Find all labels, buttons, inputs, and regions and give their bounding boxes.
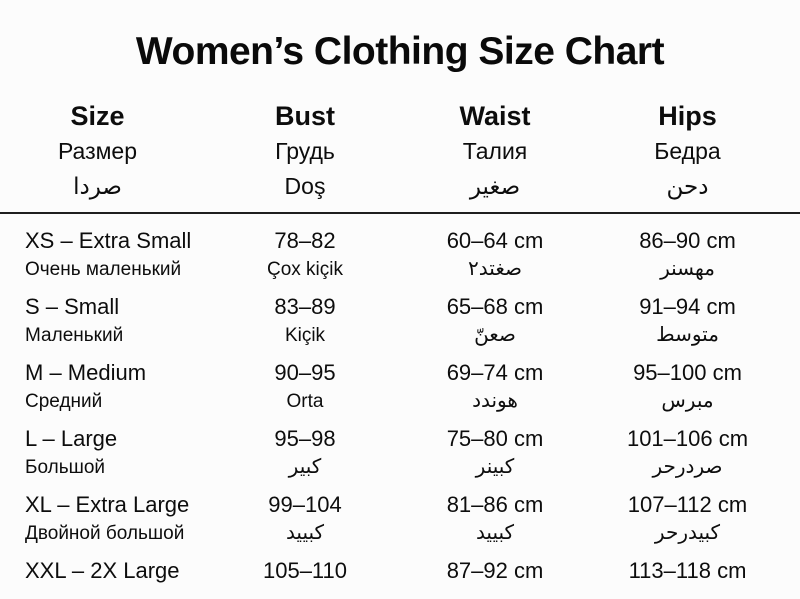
size-label: L – Large: [25, 426, 118, 451]
column-header-hips-en: Hips: [658, 101, 717, 131]
waist-label-localized: هوندد: [472, 390, 518, 412]
hips-cell: 95–100 cm مبرس: [575, 358, 800, 415]
table-row: XS – Extra Small Очень маленький 78–82 Ç…: [0, 226, 800, 283]
hips-value: 86–90 cm: [639, 228, 736, 253]
hips-value: 95–100 cm: [633, 360, 742, 385]
bust-label-localized: Kiçik: [284, 325, 326, 346]
column-header-waist: Waist Талия صغير: [415, 98, 575, 204]
bust-value: 90–95: [274, 360, 336, 385]
waist-cell: 87–92 cm: [415, 556, 575, 586]
table-row: XXL – 2X Large 105–110 87–92 cm 113–118 …: [0, 556, 800, 586]
size-chart-table: XS – Extra Small Очень маленький 78–82 Ç…: [0, 226, 800, 586]
table-header-row: Size Размер صردا Bust Грудь Doş Waist Та…: [0, 98, 800, 204]
waist-label-localized: كبينر: [475, 456, 515, 478]
hips-cell: 91–94 cm متوسط: [575, 292, 800, 349]
waist-value: 75–80 cm: [446, 426, 544, 451]
bust-cell: 78–82 Çox kiçik: [195, 226, 415, 283]
size-label: XL – Extra Large: [25, 492, 190, 517]
waist-label-localized: كبييد: [475, 522, 515, 544]
bust-value: 83–89: [274, 294, 336, 319]
bust-value: 105–110: [262, 558, 347, 583]
column-header-bust-ru: Грудь: [275, 138, 335, 164]
size-label: XS – Extra Small: [25, 228, 192, 253]
hips-label-localized: مبرس: [661, 390, 714, 412]
size-cell: XL – Extra Large Двойной большой: [0, 490, 195, 547]
hips-cell: 86–90 cm مهسنر: [575, 226, 800, 283]
table-row: S – Small Маленький 83–89 Kiçik 65–68 cm…: [0, 292, 800, 349]
table-row: M – Medium Средний 90–95 Orta 69–74 cm ه…: [0, 358, 800, 415]
size-cell: S – Small Маленький: [0, 292, 195, 349]
column-header-waist-en: Waist: [459, 101, 531, 131]
hips-label-localized: مهسنر: [660, 258, 715, 280]
waist-value: 87–92 cm: [446, 558, 544, 583]
hips-value: 91–94 cm: [639, 294, 736, 319]
column-header-bust-en: Bust: [275, 101, 335, 131]
size-label-ru: Большой: [25, 457, 106, 478]
size-label-ru: Маленький: [25, 325, 124, 346]
bust-cell: 105–110: [195, 556, 415, 586]
size-cell: XXL – 2X Large: [0, 556, 195, 586]
waist-cell: 60–64 cm صغتد٢: [415, 226, 575, 283]
column-header-hips-ru: Бедра: [654, 138, 721, 164]
waist-value: 60–64 cm: [446, 228, 544, 253]
bust-label-localized: كبييد: [285, 522, 325, 544]
waist-value: 65–68 cm: [446, 294, 544, 319]
column-header-hips-ar: دحن: [666, 173, 709, 199]
hips-value: 107–112 cm: [627, 492, 748, 517]
size-label: XXL – 2X Large: [25, 558, 180, 583]
hips-label-localized: متوسط: [656, 324, 719, 346]
column-header-waist-ar: صغير: [469, 173, 521, 199]
bust-label-localized: Orta: [286, 391, 324, 412]
size-label: S – Small: [25, 294, 120, 319]
bust-label-localized: Çox kiçik: [266, 259, 343, 280]
column-header-hips: Hips Бедра دحن: [575, 98, 800, 204]
hips-cell: 113–118 cm: [575, 556, 800, 586]
bust-cell: 95–98 كبير: [195, 424, 415, 481]
size-label: M – Medium: [25, 360, 147, 385]
size-cell: M – Medium Средний: [0, 358, 195, 415]
hips-value: 113–118 cm: [628, 558, 747, 583]
bust-value: 99–104: [268, 492, 342, 517]
waist-cell: 75–80 cm كبينر: [415, 424, 575, 481]
column-header-bust: Bust Грудь Doş: [195, 98, 415, 204]
size-label-ru: Очень маленький: [25, 259, 182, 280]
hips-label-localized: صردرحر: [652, 456, 723, 478]
column-header-size-ru: Размер: [57, 138, 138, 164]
waist-label-localized: صعنّ: [474, 324, 516, 346]
page-title: Women’s Clothing Size Chart: [135, 30, 665, 73]
table-row: L – Large Большой 95–98 كبير 75–80 cm كب…: [0, 424, 800, 481]
hips-value: 101–106 cm: [626, 426, 749, 451]
column-header-size-en: Size: [70, 101, 125, 131]
bust-value: 78–82: [274, 228, 336, 253]
size-cell: L – Large Большой: [0, 424, 195, 481]
size-label-ru: Двойной большой: [25, 523, 185, 544]
waist-value: 81–86 cm: [446, 492, 544, 517]
header-divider-line: [0, 212, 800, 214]
waist-cell: 69–74 cm هوندد: [415, 358, 575, 415]
waist-cell: 65–68 cm صعنّ: [415, 292, 575, 349]
hips-label-localized: كبيدرحر: [654, 522, 721, 544]
bust-value: 95–98: [274, 426, 336, 451]
hips-cell: 107–112 cm كبيدرحر: [575, 490, 800, 547]
bust-cell: 90–95 Orta: [195, 358, 415, 415]
column-header-size: Size Размер صردا: [0, 98, 195, 204]
waist-cell: 81–86 cm كبييد: [415, 490, 575, 547]
waist-value: 69–74 cm: [446, 360, 544, 385]
bust-label-localized: كبير: [288, 456, 322, 478]
column-header-waist-ru: Талия: [462, 138, 528, 164]
bust-cell: 83–89 Kiçik: [195, 292, 415, 349]
column-header-size-ar: صردا: [73, 173, 122, 199]
hips-cell: 101–106 cm صردرحر: [575, 424, 800, 481]
size-cell: XS – Extra Small Очень маленький: [0, 226, 195, 283]
bust-cell: 99–104 كبييد: [195, 490, 415, 547]
waist-label-localized: صغتد٢: [468, 258, 522, 280]
column-header-bust-az: Doş: [284, 173, 326, 199]
size-label-ru: Средний: [25, 391, 103, 412]
table-row: XL – Extra Large Двойной большой 99–104 …: [0, 490, 800, 547]
